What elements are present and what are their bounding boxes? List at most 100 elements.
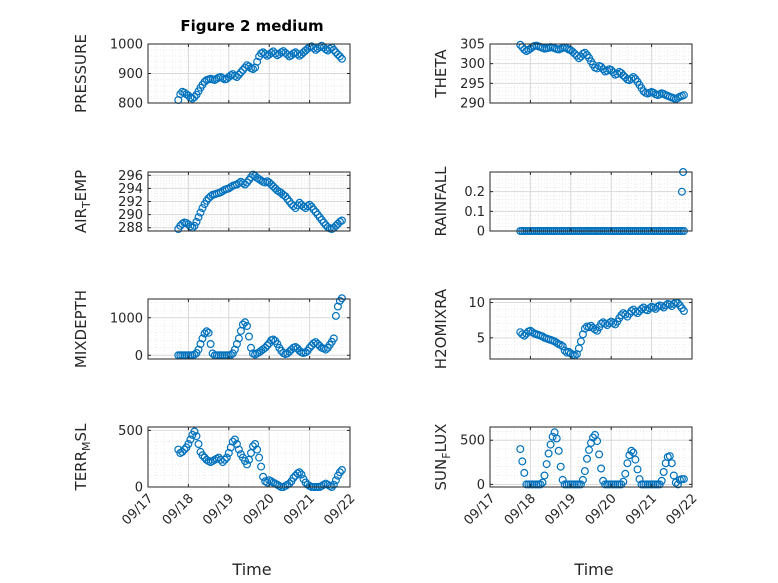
y-axis-label-terr_msl: TERRMSL bbox=[72, 423, 93, 492]
data-point bbox=[224, 184, 233, 193]
data-point bbox=[671, 478, 680, 487]
data-point bbox=[574, 54, 583, 63]
data-point bbox=[552, 434, 561, 443]
data-point bbox=[255, 175, 264, 184]
y-tick-label: 0 bbox=[135, 481, 143, 496]
data-point bbox=[228, 437, 237, 446]
data-point bbox=[677, 187, 686, 196]
data-point bbox=[257, 176, 266, 185]
subplot-rainfall: 0 0.1 0.2 RAINFALL bbox=[432, 166, 693, 240]
data-point bbox=[297, 470, 306, 479]
data-point bbox=[283, 50, 292, 59]
subplot-theta: 290 295 300 305 THETA bbox=[432, 38, 693, 112]
data-point bbox=[241, 63, 250, 72]
y-tick-label: 800 bbox=[118, 97, 143, 112]
y-tick-label: 5 bbox=[477, 331, 485, 346]
data-point bbox=[202, 327, 211, 336]
x-tick-label: 09/22 bbox=[663, 491, 700, 528]
axes-box bbox=[489, 426, 693, 488]
y-axis-label-air_temp: AIRTEMP bbox=[72, 170, 93, 233]
x-tick-label: 09/22 bbox=[321, 491, 358, 528]
x-tick-label: 09/20 bbox=[241, 491, 278, 528]
axes-box bbox=[489, 171, 693, 232]
data-point bbox=[548, 432, 557, 441]
data-point bbox=[228, 349, 237, 358]
data-point bbox=[263, 341, 272, 350]
data-point bbox=[261, 343, 270, 352]
series-markers-air_temp bbox=[174, 170, 346, 234]
y-tick-label: 294 bbox=[118, 182, 143, 197]
data-point bbox=[305, 200, 314, 209]
data-point bbox=[192, 217, 201, 226]
data-point bbox=[206, 340, 215, 349]
data-point bbox=[196, 208, 205, 217]
data-point bbox=[673, 480, 682, 489]
data-point bbox=[621, 310, 630, 319]
data-point bbox=[661, 301, 670, 310]
data-point bbox=[584, 445, 593, 454]
data-point bbox=[520, 468, 529, 477]
y-tick-label: 500 bbox=[460, 434, 485, 449]
data-point bbox=[218, 458, 227, 467]
data-point bbox=[198, 204, 207, 213]
subplot-terr_msl: 0 500 09/17 09/18 09/19 09/20 09/21 09/22 TERRMS… bbox=[72, 423, 358, 528]
data-point bbox=[194, 440, 203, 449]
data-point bbox=[243, 460, 252, 469]
subplot-mixdepth: 0 1000 MIXDEPTH bbox=[72, 290, 351, 368]
plot-area bbox=[148, 427, 350, 487]
data-point bbox=[625, 451, 634, 460]
y-tick-label: 0.1 bbox=[464, 205, 485, 220]
data-point bbox=[255, 453, 264, 462]
data-point bbox=[337, 466, 346, 475]
data-point bbox=[576, 337, 585, 346]
data-point bbox=[516, 445, 525, 454]
data-point bbox=[679, 91, 688, 100]
y-tick-label: 296 bbox=[118, 169, 143, 184]
data-point bbox=[335, 52, 344, 61]
y-tick-label: 0 bbox=[477, 478, 485, 493]
data-point bbox=[520, 45, 529, 54]
data-point bbox=[303, 44, 312, 53]
data-point bbox=[192, 432, 201, 441]
data-point bbox=[216, 188, 225, 197]
data-point bbox=[582, 454, 591, 463]
data-point bbox=[659, 468, 668, 477]
data-point bbox=[321, 345, 330, 354]
plot-area bbox=[490, 44, 692, 103]
y-tick-label: 290 bbox=[460, 97, 485, 112]
data-point bbox=[331, 476, 340, 485]
data-point bbox=[590, 325, 599, 334]
data-point bbox=[335, 468, 344, 477]
data-point bbox=[238, 179, 247, 188]
data-point bbox=[554, 446, 563, 455]
y-tick-label: 300 bbox=[460, 57, 485, 72]
series-markers-pressure bbox=[174, 41, 346, 104]
data-point bbox=[222, 453, 231, 462]
data-point bbox=[599, 65, 608, 74]
data-point bbox=[249, 65, 258, 74]
x-tick-label: 09/21 bbox=[281, 491, 318, 528]
data-point bbox=[186, 435, 195, 444]
series-markers-h2omixra bbox=[516, 298, 688, 360]
data-point bbox=[295, 468, 304, 477]
y-tick-label: 500 bbox=[118, 424, 143, 439]
x-axis-label-left: Time bbox=[231, 560, 271, 579]
data-point bbox=[542, 460, 551, 469]
data-point bbox=[289, 473, 298, 482]
data-point bbox=[552, 338, 561, 347]
data-point bbox=[194, 213, 203, 222]
data-point bbox=[337, 294, 346, 303]
data-point bbox=[234, 70, 243, 79]
data-point bbox=[236, 68, 245, 77]
data-point bbox=[544, 449, 553, 458]
data-point bbox=[337, 216, 346, 225]
data-point bbox=[558, 342, 567, 351]
data-point bbox=[617, 69, 626, 78]
data-point bbox=[333, 50, 342, 59]
data-point bbox=[313, 44, 322, 53]
data-point bbox=[580, 48, 589, 57]
y-tick-label: 305 bbox=[460, 38, 485, 53]
data-point bbox=[609, 68, 618, 77]
data-point bbox=[253, 445, 262, 454]
